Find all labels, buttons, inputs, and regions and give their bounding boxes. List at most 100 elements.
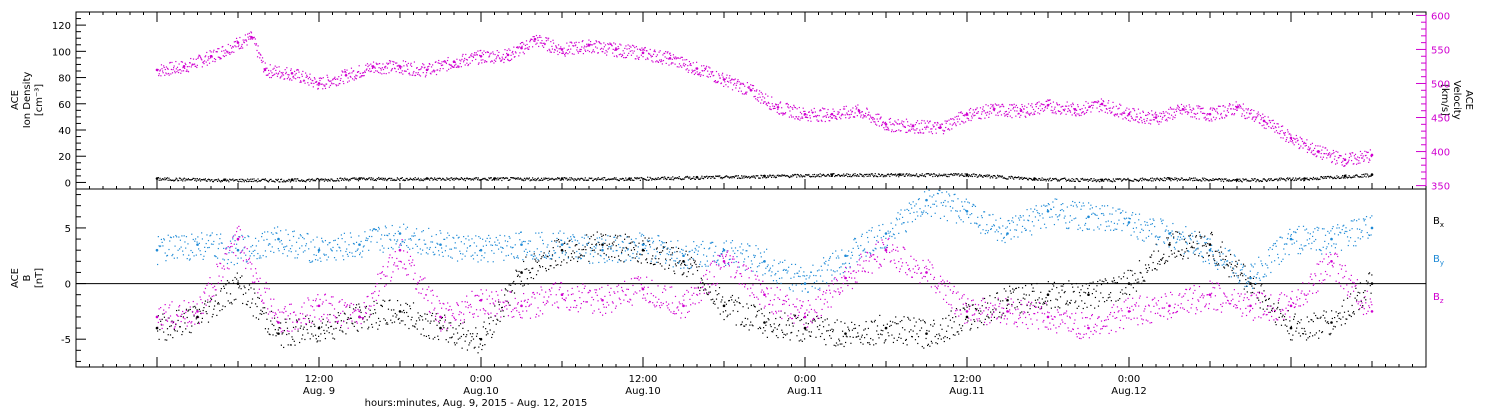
velocity-cloud-dot <box>244 34 247 36</box>
velocity-cloud-dot <box>693 73 696 76</box>
velocity-cloud-dot <box>540 42 543 44</box>
density-cloud-dot <box>1105 178 1107 180</box>
velocity-cloud-dot <box>1248 116 1250 118</box>
density-cloud-dot <box>1036 179 1038 181</box>
velocity-cloud-dot <box>1040 109 1042 112</box>
velocity-cloud-dot <box>1328 154 1330 156</box>
density-cloud-dot <box>313 179 315 181</box>
density-cloud-dot <box>178 177 181 179</box>
bottom-ylabel-line-2: B <box>22 274 33 281</box>
velocity-cloud-dot <box>679 57 681 60</box>
b-x-cloud-dot <box>594 239 596 241</box>
velocity-cloud-dot <box>593 43 595 45</box>
b-x-cloud-dot <box>424 313 426 315</box>
velocity-cloud-dot <box>1310 151 1312 154</box>
velocity-cloud-dot <box>370 63 372 65</box>
velocity-cloud-dot <box>498 57 501 59</box>
velocity-cloud-dot <box>247 33 249 35</box>
velocity-cloud-dot <box>1184 107 1186 109</box>
velocity-cloud-dot <box>1066 101 1068 103</box>
density-cloud-dot <box>311 178 313 180</box>
velocity-cloud-dot <box>1335 150 1337 153</box>
velocity-cloud-dot <box>595 40 597 42</box>
density-cloud-dot <box>1208 180 1210 182</box>
b-x-cloud-dot <box>1000 317 1002 319</box>
b-x-cloud-dot <box>504 288 506 290</box>
density-cloud-dot <box>911 174 914 177</box>
velocity-cloud-dot <box>800 117 802 119</box>
density-cloud-dot <box>688 177 690 180</box>
velocity-cloud-dot <box>682 59 684 61</box>
density-cloud-dot <box>265 179 267 181</box>
velocity-cloud-dot <box>409 64 412 66</box>
density-cloud-dot <box>1065 180 1068 182</box>
velocity-cloud-dot <box>1174 114 1177 116</box>
velocity-cloud-dot <box>927 122 930 124</box>
b-x-cloud-dot <box>487 333 489 335</box>
b-x-cloud-dot <box>314 325 316 327</box>
velocity-cloud-dot <box>1237 105 1239 108</box>
density-cloud-dot <box>286 179 288 182</box>
density-cloud-dot <box>310 178 313 181</box>
density-cloud-dot <box>1115 178 1117 180</box>
density-cloud-dot <box>374 179 376 181</box>
density-cloud-dot <box>778 175 780 177</box>
b-x-cloud-dot <box>914 339 917 341</box>
velocity-cloud-dot <box>910 128 913 130</box>
b-x-cloud-dot <box>975 308 977 311</box>
velocity-cloud-dot <box>1308 149 1310 151</box>
density-cloud-dot <box>975 173 977 176</box>
velocity-cloud-dot <box>668 64 670 66</box>
velocity-cloud-dot <box>733 79 735 81</box>
density-cloud-dot <box>343 179 345 182</box>
velocity-cloud-dot <box>810 120 812 122</box>
velocity-cloud-dot <box>379 72 381 74</box>
velocity-cloud-dot <box>1313 154 1315 156</box>
density-cloud-dot <box>554 178 556 180</box>
b-x-cloud-dot <box>712 302 715 304</box>
b-x-cloud-dot <box>993 316 996 318</box>
velocity-point <box>250 35 253 39</box>
density-cloud-dot <box>800 175 803 177</box>
velocity-cloud-dot <box>647 58 649 60</box>
b-x-cloud-dot <box>941 328 943 330</box>
velocity-cloud-dot <box>267 74 269 76</box>
b-x-cloud-dot <box>856 336 858 338</box>
velocity-point <box>776 106 780 109</box>
density-cloud-dot <box>497 177 499 179</box>
density-cloud-dot <box>936 174 938 176</box>
b-x-cloud-dot <box>513 280 515 283</box>
velocity-point <box>641 51 645 55</box>
b-x-cloud-dot <box>290 344 292 346</box>
density-cloud-dot <box>918 175 920 178</box>
velocity-cloud-dot <box>1101 110 1103 112</box>
velocity-cloud-dot <box>338 76 340 78</box>
velocity-cloud-dot <box>727 86 729 88</box>
density-cloud-dot <box>1130 180 1132 182</box>
b-x-cloud-dot <box>853 327 855 330</box>
velocity-cloud-dot <box>825 116 828 118</box>
b-x-cloud-dot <box>719 313 721 315</box>
velocity-cloud-dot <box>1003 106 1005 108</box>
velocity-cloud-dot <box>900 130 902 132</box>
density-cloud-dot <box>930 173 932 175</box>
velocity-cloud-dot <box>587 43 589 45</box>
velocity-cloud-dot <box>328 86 330 88</box>
density-cloud-dot <box>920 175 923 177</box>
density-cloud-dot <box>400 177 403 180</box>
b-x-cloud-dot <box>635 245 637 247</box>
density-cloud-dot <box>705 176 707 178</box>
density-cloud-dot <box>1054 178 1056 180</box>
velocity-cloud-dot <box>286 67 288 69</box>
velocity-cloud-dot <box>282 74 285 76</box>
b-x-cloud-dot <box>607 248 609 250</box>
b-x-cloud-dot <box>910 329 912 331</box>
velocity-cloud-dot <box>1200 111 1202 113</box>
density-cloud-dot <box>235 179 237 181</box>
velocity-cloud-dot <box>962 114 964 117</box>
density-cloud-dot <box>1193 179 1195 182</box>
velocity-cloud-dot <box>866 108 868 110</box>
density-cloud-dot <box>1358 176 1360 178</box>
density-cloud-dot <box>1364 173 1366 175</box>
b-x-cloud-dot <box>577 256 579 258</box>
